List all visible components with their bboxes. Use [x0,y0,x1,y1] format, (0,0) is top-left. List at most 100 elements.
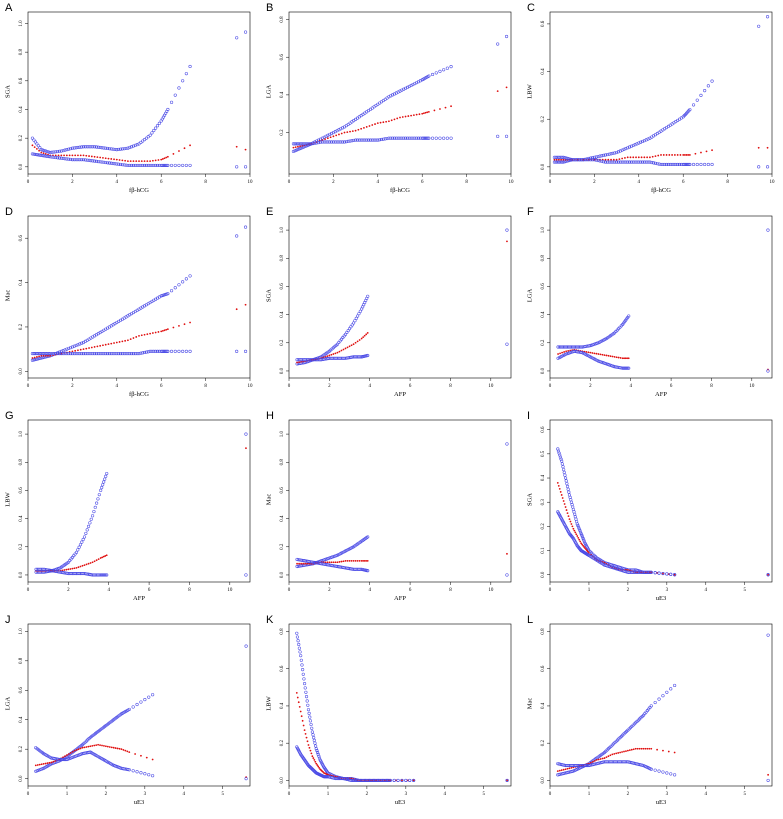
ci-point [98,352,102,356]
x-tick-label: 8 [449,384,452,389]
ci-point [297,646,301,650]
ci-point [710,79,714,83]
ci-point [629,144,633,148]
fit-point [629,156,632,159]
fit-point [300,562,303,565]
fit-point [599,758,602,760]
fit-point [328,354,331,357]
fit-point [418,113,421,116]
ci-point [400,136,404,140]
fit-point [67,753,70,755]
ci-point [105,161,110,165]
ci-point [582,540,586,544]
fit-point [110,746,113,749]
fit-point [308,746,311,749]
fit-point [161,158,164,160]
fit-point [621,157,624,160]
fit-point [603,757,606,759]
ci-point [595,341,599,345]
fit-point [99,156,102,159]
fit-point [589,761,592,764]
ci-point [177,86,181,90]
panel-letter: J [5,614,11,626]
ci-point [602,160,606,164]
fit-point [348,345,351,348]
ci-point [42,352,46,356]
ci-point [567,490,571,494]
ci-point [305,142,309,146]
ci-point [578,528,582,532]
ci-point [409,136,413,140]
ci-point [310,726,314,730]
y-tick-label: 0.6 [541,283,546,290]
fit-point [118,341,121,343]
ci-point [581,158,585,162]
ci-point [296,639,300,643]
ci-point [308,142,312,146]
x-tick-label: 8 [465,180,468,185]
x-axis-label: fβ-hCG [651,187,671,194]
ci-point [626,160,630,164]
ci-point [621,366,625,370]
panel-h: H 0 2 4 6 8 10 0.0 0.2 0.4 0.6 0.8 1.0 Mac AFP [261,410,522,614]
fit-point [619,751,622,754]
series-lower [556,349,770,373]
fit-point [38,355,40,358]
fit-point [561,497,564,499]
ci-point [311,141,315,146]
ci-point [368,138,372,142]
ci-point [65,347,69,351]
ci-point [355,138,360,142]
x-tick-label: 1 [66,792,69,797]
ci-point [420,136,424,140]
fit-point [33,146,36,149]
fit-point [160,158,163,161]
ci-point [87,158,91,162]
fit-point [577,536,580,539]
ci-point [173,349,177,353]
fit-point [415,113,418,116]
ci-point [673,573,677,577]
ci-point [688,108,692,112]
x-tick-label: 10 [509,180,515,185]
fit-point [352,559,355,562]
fit-point [385,120,388,123]
fit-point [757,146,760,149]
y-tick-label: 1.0 [541,226,546,233]
ci-point [39,352,43,356]
ci-point [590,343,594,347]
ci-point [666,162,670,167]
series-upper [34,644,248,773]
fit-point [390,119,393,122]
ci-point [78,158,82,162]
ci-point [618,160,622,164]
ci-point [333,554,337,558]
ci-point [87,145,91,149]
ci-point [111,161,115,166]
ci-point [52,150,56,154]
ci-point [425,136,429,140]
series-upper [30,225,248,362]
ci-point [653,768,657,772]
fit-point [566,512,569,514]
ci-point [449,65,453,69]
ci-point [558,160,562,164]
ci-point [354,316,358,320]
ci-point [565,482,569,486]
fit-point [245,447,247,450]
x-tick-label: 2 [589,384,592,389]
ci-point [72,344,76,348]
fit-point [132,160,135,163]
fit-point [49,354,52,357]
ci-point [146,163,150,167]
x-tick-label: 10 [227,588,233,593]
fit-point [107,157,110,160]
plot-area: 0 2 4 6 8 10 0.0 0.2 0.4 0.6 0.8 1.0 [280,419,512,593]
ci-point [615,160,619,164]
fit-point [42,354,45,357]
ci-point [89,352,93,356]
fit-point [700,151,702,154]
ci-point [107,352,111,356]
ci-point [590,158,595,162]
fit-point [613,752,616,755]
